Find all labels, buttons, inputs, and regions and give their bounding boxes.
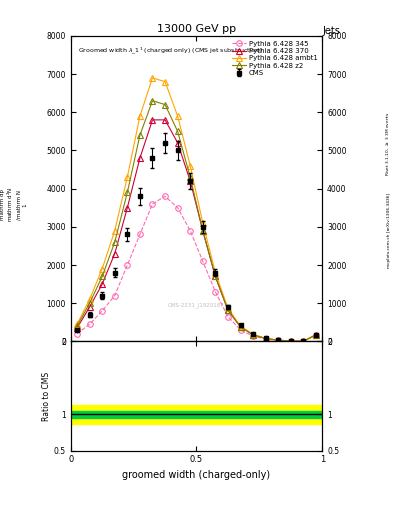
Pythia 6.428 345	[175, 205, 180, 211]
Pythia 6.428 370	[188, 178, 193, 184]
Pythia 6.428 ambt1	[238, 323, 243, 329]
Pythia 6.428 ambt1	[125, 174, 130, 180]
Pythia 6.428 z2	[163, 101, 167, 108]
Text: Groomed width $\lambda$_1$^1$ (charged only) (CMS jet substructure): Groomed width $\lambda$_1$^1$ (charged o…	[78, 45, 264, 56]
Pythia 6.428 ambt1	[301, 338, 306, 344]
Pythia 6.428 345	[301, 338, 306, 345]
Pythia 6.428 370	[263, 335, 268, 342]
Title: 13000 GeV pp: 13000 GeV pp	[157, 24, 236, 34]
Pythia 6.428 345	[288, 338, 293, 344]
Pythia 6.428 ambt1	[175, 113, 180, 119]
Line: Pythia 6.428 ambt1: Pythia 6.428 ambt1	[74, 75, 319, 344]
Pythia 6.428 345	[314, 332, 318, 338]
Pythia 6.428 z2	[251, 332, 255, 338]
Line: Pythia 6.428 370: Pythia 6.428 370	[74, 117, 319, 344]
Pythia 6.428 z2	[263, 335, 268, 342]
Text: Rivet 3.1.10, $\geq$ 3.3M events: Rivet 3.1.10, $\geq$ 3.3M events	[384, 111, 391, 176]
Text: mathrm d$\lambda$
mathrm d$p_T$
mathrm dp
mathrm d$^2$N
/mathrm N
1: mathrm d$\lambda$ mathrm d$p_T$ mathrm d…	[0, 187, 27, 223]
Pythia 6.428 370	[138, 155, 142, 161]
Text: Jets: Jets	[322, 26, 340, 36]
Legend: Pythia 6.428 345, Pythia 6.428 370, Pythia 6.428 ambt1, Pythia 6.428 z2, CMS: Pythia 6.428 345, Pythia 6.428 370, Pyth…	[230, 39, 319, 78]
Pythia 6.428 ambt1	[112, 227, 117, 233]
Pythia 6.428 370	[75, 325, 79, 331]
Pythia 6.428 370	[213, 273, 218, 280]
Pythia 6.428 370	[251, 332, 255, 338]
Pythia 6.428 345	[226, 313, 230, 319]
Pythia 6.428 ambt1	[200, 220, 205, 226]
X-axis label: groomed width (charged-only): groomed width (charged-only)	[123, 470, 270, 480]
Pythia 6.428 ambt1	[87, 296, 92, 303]
Pythia 6.428 345	[75, 331, 79, 337]
Pythia 6.428 z2	[125, 189, 130, 196]
Pythia 6.428 z2	[276, 337, 281, 343]
Pythia 6.428 370	[238, 324, 243, 330]
Pythia 6.428 z2	[213, 273, 218, 280]
Pythia 6.428 345	[251, 333, 255, 339]
Pythia 6.428 345	[263, 336, 268, 342]
Pythia 6.428 370	[125, 205, 130, 211]
Pythia 6.428 370	[200, 227, 205, 233]
Pythia 6.428 345	[276, 337, 281, 344]
Pythia 6.428 345	[213, 289, 218, 295]
Pythia 6.428 345	[100, 308, 105, 314]
Pythia 6.428 ambt1	[288, 338, 293, 344]
Pythia 6.428 ambt1	[163, 79, 167, 85]
Pythia 6.428 345	[138, 231, 142, 238]
Pythia 6.428 370	[276, 337, 281, 343]
Line: Pythia 6.428 345: Pythia 6.428 345	[74, 194, 319, 344]
Pythia 6.428 ambt1	[263, 335, 268, 342]
Pythia 6.428 z2	[238, 324, 243, 330]
Pythia 6.428 z2	[188, 174, 193, 180]
Pythia 6.428 ambt1	[251, 331, 255, 337]
Pythia 6.428 z2	[100, 273, 105, 280]
Pythia 6.428 ambt1	[150, 75, 155, 81]
Pythia 6.428 z2	[314, 332, 318, 338]
Pythia 6.428 370	[100, 281, 105, 287]
Pythia 6.428 370	[288, 338, 293, 344]
Pythia 6.428 370	[112, 250, 117, 257]
Pythia 6.428 370	[175, 140, 180, 146]
Pythia 6.428 ambt1	[188, 163, 193, 169]
Pythia 6.428 370	[87, 304, 92, 310]
Pythia 6.428 345	[188, 227, 193, 233]
Pythia 6.428 z2	[288, 338, 293, 344]
Pythia 6.428 ambt1	[276, 337, 281, 343]
Pythia 6.428 z2	[112, 239, 117, 245]
Pythia 6.428 ambt1	[75, 321, 79, 327]
Pythia 6.428 370	[163, 117, 167, 123]
Pythia 6.428 345	[163, 193, 167, 199]
Pythia 6.428 z2	[150, 98, 155, 104]
Pythia 6.428 ambt1	[226, 305, 230, 311]
Pythia 6.428 370	[226, 307, 230, 313]
Y-axis label: Ratio to CMS: Ratio to CMS	[42, 371, 51, 420]
Pythia 6.428 370	[301, 338, 306, 344]
Pythia 6.428 z2	[87, 300, 92, 306]
Pythia 6.428 z2	[200, 227, 205, 233]
Pythia 6.428 ambt1	[213, 270, 218, 276]
Pythia 6.428 ambt1	[100, 266, 105, 272]
Pythia 6.428 z2	[138, 132, 142, 138]
Pythia 6.428 345	[125, 262, 130, 268]
Pythia 6.428 370	[314, 332, 318, 338]
Pythia 6.428 z2	[175, 129, 180, 135]
Text: mcplots.cern.ch [arXiv:1306.3436]: mcplots.cern.ch [arXiv:1306.3436]	[387, 193, 391, 268]
Pythia 6.428 ambt1	[138, 113, 142, 119]
Text: CMS-2231_J1920187: CMS-2231_J1920187	[168, 302, 225, 308]
Pythia 6.428 z2	[226, 307, 230, 313]
Pythia 6.428 345	[150, 201, 155, 207]
Pythia 6.428 345	[87, 321, 92, 327]
Pythia 6.428 z2	[301, 338, 306, 344]
Pythia 6.428 370	[150, 117, 155, 123]
Pythia 6.428 345	[112, 292, 117, 298]
Line: Pythia 6.428 z2: Pythia 6.428 z2	[74, 98, 319, 344]
Pythia 6.428 z2	[75, 323, 79, 329]
Pythia 6.428 345	[200, 258, 205, 264]
Pythia 6.428 345	[238, 327, 243, 333]
Pythia 6.428 ambt1	[314, 332, 318, 338]
